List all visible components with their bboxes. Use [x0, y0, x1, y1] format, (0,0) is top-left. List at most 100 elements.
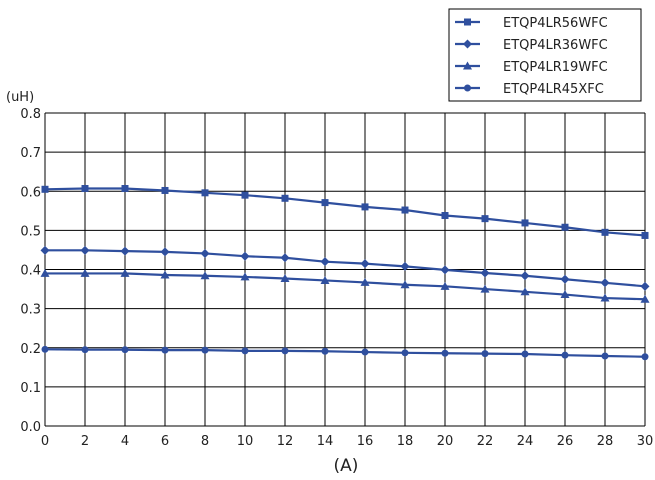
y-tick-label: 0.5 — [20, 224, 41, 239]
series-ETQP4LR45XFC — [41, 345, 649, 361]
y-axis-unit-label: (uH) — [6, 90, 34, 105]
legend-marker — [464, 84, 471, 92]
y-tick-label: 0.2 — [20, 342, 41, 357]
data-point — [200, 271, 210, 280]
data-point — [640, 294, 650, 303]
series-line — [45, 272, 646, 301]
data-point — [161, 346, 169, 354]
legend-item: ETQP4LR56WFC — [455, 16, 608, 31]
legend-item: ETQP4LR36WFC — [455, 38, 608, 53]
y-tick-label: 0.6 — [20, 185, 41, 200]
x-tick-label: 30 — [637, 434, 654, 449]
x-tick-label: 24 — [517, 434, 534, 449]
x-tick-label: 16 — [357, 434, 374, 449]
axes: 0 2 4 6 8 10 12 14 16 18 20 22 24 26 28 300.00.10.20.30… — [20, 107, 653, 449]
data-point — [81, 346, 89, 354]
data-point — [600, 293, 610, 302]
legend-label: ETQP4LR36WFC — [503, 38, 608, 53]
data-point — [41, 185, 49, 193]
x-tick-label: 0 — [41, 434, 49, 449]
data-point — [280, 273, 290, 282]
series-line — [45, 249, 646, 288]
x-tick-label: 6 — [161, 434, 169, 449]
data-point — [440, 281, 450, 290]
x-tick-label: 18 — [397, 434, 414, 449]
data-point — [40, 268, 50, 277]
data-point — [41, 345, 49, 353]
data-point — [240, 272, 250, 281]
legend-marker — [464, 18, 471, 26]
data-point — [480, 284, 490, 293]
legend-label: ETQP4LR19WFC — [503, 60, 608, 75]
data-point — [320, 257, 330, 267]
data-point — [400, 261, 410, 271]
data-point — [360, 277, 370, 286]
data-point — [401, 206, 409, 214]
legend-item: ETQP4LR45XFC — [455, 82, 604, 97]
data-point — [600, 278, 610, 288]
data-point — [201, 346, 209, 354]
data-point — [200, 248, 210, 258]
data-point — [361, 348, 369, 356]
legend-marker — [463, 39, 472, 49]
data-point — [80, 245, 90, 255]
x-tick-label: 12 — [277, 434, 294, 449]
data-point — [641, 353, 649, 361]
series-ETQP4LR56WFC — [41, 185, 649, 239]
y-tick-label: 0.1 — [20, 381, 41, 396]
y-tick-label: 0.3 — [20, 303, 41, 318]
data-point — [521, 350, 529, 358]
data-point — [40, 245, 50, 255]
data-point — [441, 349, 449, 357]
x-tick-label: 10 — [237, 434, 254, 449]
x-tick-label: 2 — [81, 434, 89, 449]
data-point — [120, 246, 130, 256]
series-layer — [40, 185, 650, 361]
data-point — [441, 212, 449, 220]
data-point — [440, 265, 450, 275]
data-point — [280, 253, 290, 263]
data-point — [640, 281, 650, 291]
x-axis-unit-label: (A) — [334, 456, 359, 476]
data-point — [240, 251, 250, 261]
data-point — [160, 247, 170, 257]
data-point — [120, 268, 130, 277]
data-point — [401, 349, 409, 357]
y-tick-label: 0.0 — [20, 420, 41, 435]
legend-box — [448, 8, 642, 102]
y-tick-label: 0.8 — [20, 107, 41, 122]
data-point — [561, 351, 569, 359]
data-point — [481, 350, 489, 358]
legend-label: ETQP4LR45XFC — [503, 82, 604, 97]
data-point — [321, 199, 329, 207]
x-tick-label: 4 — [121, 434, 129, 449]
data-point — [561, 223, 569, 231]
series-ETQP4LR36WFC — [40, 245, 650, 291]
data-point — [241, 347, 249, 355]
data-point — [520, 271, 530, 281]
x-tick-label: 14 — [317, 434, 334, 449]
data-point — [560, 274, 570, 284]
grid — [44, 112, 646, 427]
legend: ETQP4LR56WFC ETQP4LR36WFC ETQP4LR19WFC ETQP… — [448, 8, 642, 102]
y-tick-label: 0.7 — [20, 146, 41, 161]
x-tick-label: 28 — [597, 434, 614, 449]
data-point — [121, 185, 129, 193]
data-point — [361, 203, 369, 211]
series-line — [44, 187, 646, 237]
data-point — [281, 194, 289, 202]
series-ETQP4LR19WFC — [40, 268, 650, 303]
data-point — [601, 228, 609, 236]
data-point — [281, 347, 289, 355]
legend-marker — [463, 61, 472, 70]
x-tick-label: 8 — [201, 434, 209, 449]
data-point — [520, 287, 530, 296]
data-point — [481, 215, 489, 223]
data-point — [161, 186, 169, 194]
series-line — [44, 348, 646, 358]
data-point — [121, 346, 129, 354]
data-point — [241, 191, 249, 199]
data-point — [360, 259, 370, 269]
data-point — [201, 189, 209, 197]
data-point — [641, 231, 649, 239]
